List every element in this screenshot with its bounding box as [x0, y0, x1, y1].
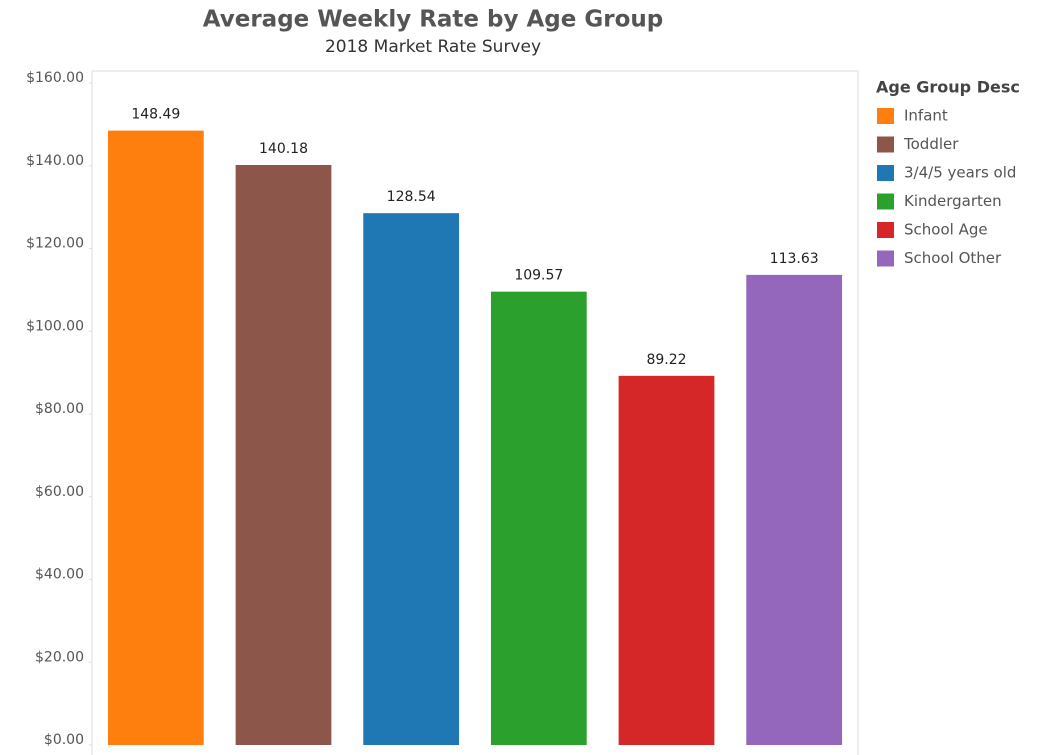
data-label: 113.63 — [770, 251, 819, 267]
y-tick-label: $120.00 — [26, 236, 84, 252]
legend-label: Kindergarten — [904, 192, 1002, 210]
y-tick-label: $160.00 — [26, 70, 84, 86]
data-label: 128.54 — [387, 189, 436, 205]
y-tick-label: $100.00 — [26, 318, 84, 334]
bar — [618, 375, 715, 745]
chart-title: Average Weekly Rate by Age Group — [203, 7, 663, 33]
bar — [235, 165, 332, 745]
legend-swatch — [877, 108, 894, 124]
legend-swatch — [877, 250, 894, 267]
data-label: 148.49 — [131, 107, 180, 123]
y-tick-label: $40.00 — [35, 567, 84, 583]
legend-label: Infant — [904, 107, 948, 125]
y-tick-label: $60.00 — [35, 484, 84, 500]
y-tick-label: $80.00 — [35, 401, 84, 417]
y-tick-label: $140.00 — [26, 153, 84, 169]
chart-subtitle: 2018 Market Rate Survey — [325, 37, 541, 57]
data-label: 109.57 — [514, 268, 563, 284]
legend-label: 3/4/5 years old — [904, 164, 1016, 182]
bar — [746, 274, 843, 745]
y-tick-label: $0.00 — [44, 732, 84, 748]
legend-swatch — [877, 136, 894, 153]
bar — [363, 213, 460, 745]
bar — [490, 291, 587, 745]
data-label: 140.18 — [259, 141, 308, 157]
y-tick-label: $20.00 — [35, 649, 84, 665]
legend-label: School Other — [904, 249, 1002, 267]
plot-frame — [91, 70, 859, 755]
legend-swatch — [877, 193, 894, 210]
data-label: 89.22 — [646, 352, 686, 368]
legend-label: Toddler — [903, 135, 959, 153]
legend-title: Age Group Desc — [876, 78, 1020, 97]
legend-label: School Age — [904, 221, 988, 239]
bar — [107, 130, 204, 745]
legend-swatch — [877, 222, 894, 238]
legend-swatch — [877, 165, 894, 181]
